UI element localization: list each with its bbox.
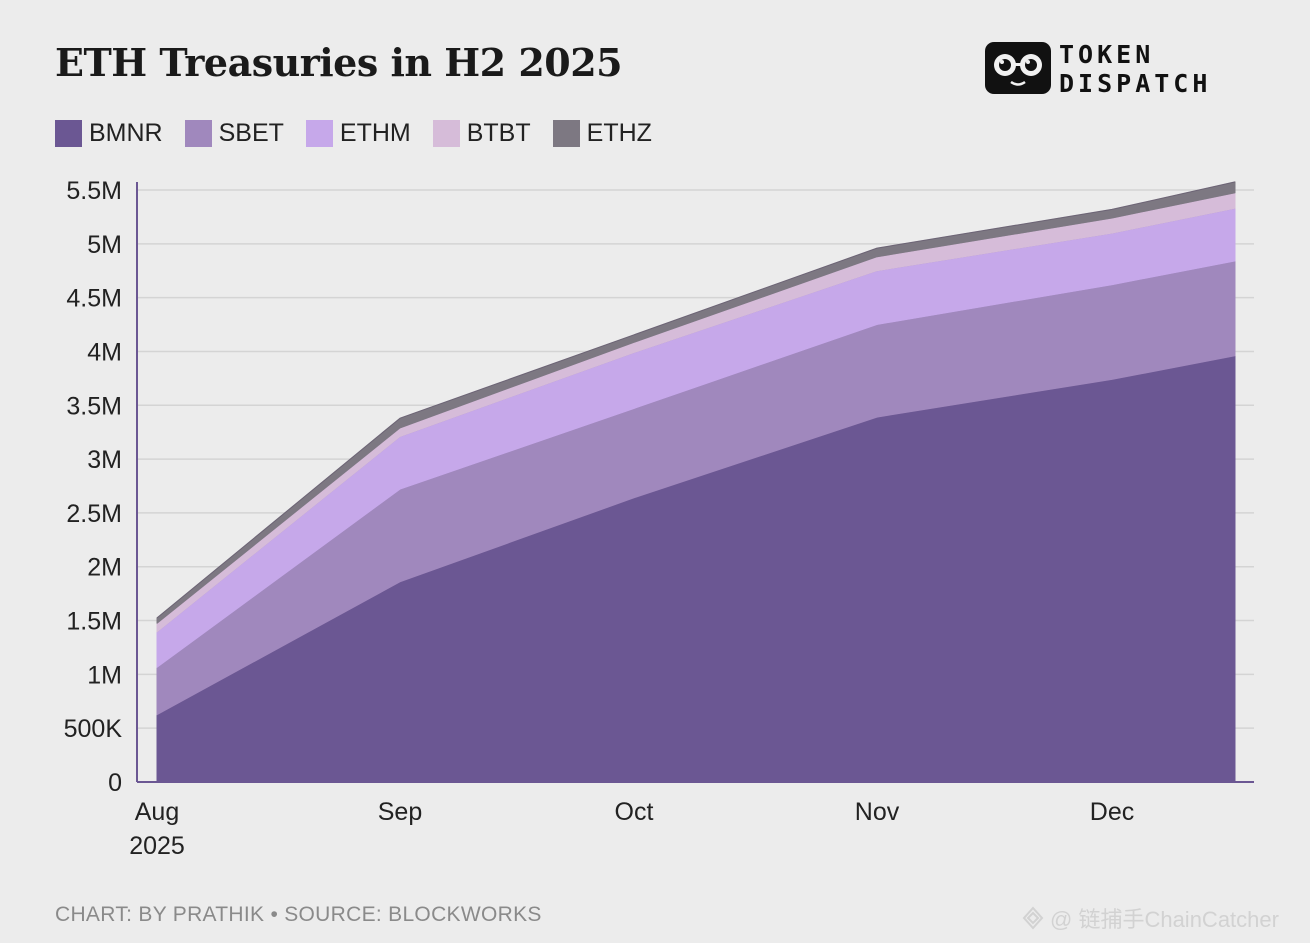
legend-item-btbt: BTBT [432, 118, 531, 148]
x-tick-label-oct: Oct [615, 798, 654, 826]
y-tick-label-4.5m: 4.5M [66, 285, 122, 313]
stacked-area-chart: 0 500K 1M 1.5M 2M 2.5M 3M 3.5M 4M 4.5M 5M 5.5M Aug 20… [64, 177, 1254, 860]
chart-legend: BMNR SBET ETHM BTBT ETHZ [55, 117, 674, 149]
legend-item-sbet: SBET [184, 118, 284, 148]
y-tick-label-1m: 1M [87, 661, 122, 689]
legend-swatch-ethm [305, 119, 333, 147]
logo-wordmark: TOKEN DISPATCH [1059, 40, 1211, 98]
chaincatcher-icon [1022, 906, 1044, 930]
legend-label-ethz: ETHZ [586, 118, 652, 147]
logo-text-line1: TOKEN [1059, 40, 1155, 69]
legend-item-bmnr: BMNR [55, 119, 163, 148]
area-series-group [156, 181, 1236, 783]
y-tick-label-3m: 3M [87, 446, 122, 474]
y-tick-label-0: 0 [108, 769, 122, 797]
token-dispatch-logo: TOKEN DISPATCH [985, 40, 1250, 100]
y-tick-label-5m: 5M [87, 231, 122, 259]
y-tick-label-1.5m: 1.5M [66, 608, 122, 636]
legend-label-ethm: ETHM [339, 118, 411, 147]
legend-label-btbt: BTBT [466, 118, 531, 147]
chart-credit: CHART: BY PRATHIK • SOURCE: BLOCKWORKS [55, 903, 542, 926]
legend-label-sbet: SBET [218, 118, 284, 147]
legend-swatch-ethz [552, 119, 580, 147]
legend-label-bmnr: BMNR [89, 118, 163, 147]
x-tick-label-aug: Aug [135, 798, 179, 826]
chart-title: ETH Treasuries in H2 2025 [55, 40, 623, 85]
y-tick-label-2m: 2M [87, 554, 122, 582]
legend-swatch-bmnr [55, 119, 82, 147]
x-tick-label-sep: Sep [378, 798, 422, 826]
y-tick-label-5.5m: 5.5M [66, 177, 122, 205]
area-edge-ethz [156, 181, 1236, 619]
legend-swatch-btbt [432, 119, 460, 147]
x-tick-sublabel-2025: 2025 [129, 832, 185, 860]
y-tick-label-3.5m: 3.5M [66, 392, 122, 420]
y-tick-label-2.5m: 2.5M [66, 500, 122, 528]
logo-text-line2: DISPATCH [1059, 69, 1212, 98]
area-ethz [156, 181, 1236, 624]
y-tick-label-500k: 500K [64, 715, 123, 743]
watermark: @ 链捕手ChainCatcher [1020, 902, 1279, 934]
legend-swatch-sbet [184, 119, 212, 147]
legend-item-ethz: ETHZ [552, 118, 652, 148]
x-tick-label-dec: Dec [1090, 798, 1134, 826]
y-tick-label-4m: 4M [87, 338, 122, 366]
x-tick-label-nov: Nov [855, 798, 900, 826]
watermark-text: @ 链捕手ChainCatcher [1050, 907, 1279, 932]
token-dispatch-logo-icon [985, 42, 1051, 94]
legend-item-ethm: ETHM [305, 118, 411, 148]
